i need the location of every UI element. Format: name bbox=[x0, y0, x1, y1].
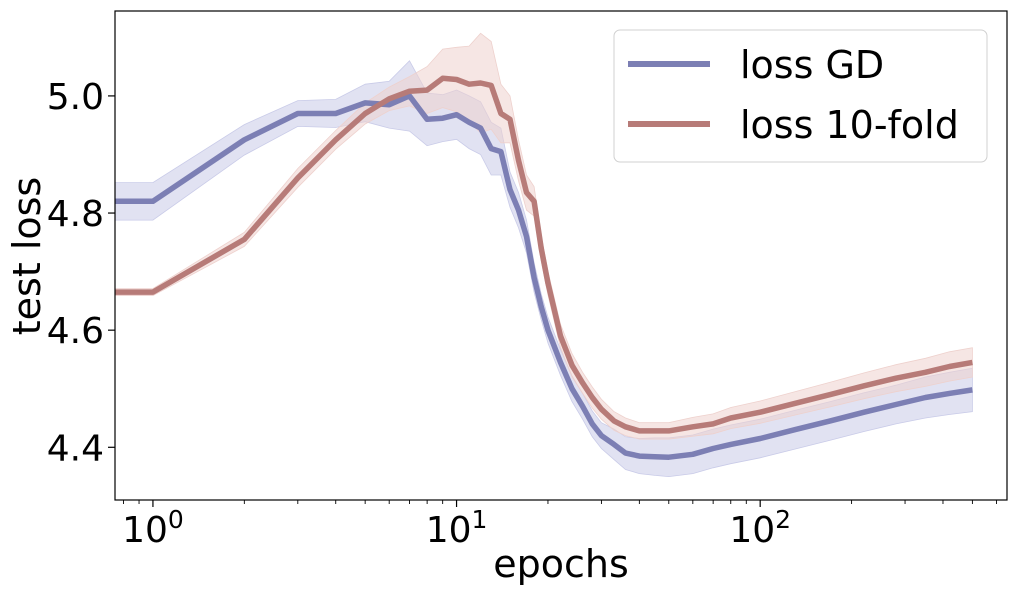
plot-frame bbox=[114, 10, 1008, 501]
y-axis-ticks: 4.4 4.6 4.8 5.0 bbox=[47, 77, 115, 469]
legend-label-loss-gd: loss GD bbox=[740, 43, 884, 87]
x-tick-label: 102 bbox=[729, 505, 791, 551]
y-axis-label: test loss bbox=[5, 177, 49, 335]
x-axis-ticks: 100 101 102 bbox=[122, 500, 997, 551]
y-tick-label: 4.4 bbox=[47, 428, 104, 469]
band-loss-10-fold bbox=[114, 32, 973, 440]
y-tick-label: 4.8 bbox=[47, 194, 104, 235]
x-tick-label: 101 bbox=[426, 505, 488, 551]
legend: loss GD loss 10-fold bbox=[613, 29, 988, 163]
y-tick-label: 4.6 bbox=[47, 311, 104, 352]
confidence-bands bbox=[114, 32, 973, 478]
series-lines bbox=[115, 75, 973, 460]
line-loss-10-fold bbox=[115, 75, 973, 434]
x-tick-label: 100 bbox=[122, 505, 184, 551]
line-loss-gd bbox=[115, 93, 973, 460]
y-tick-label: 5.0 bbox=[47, 77, 104, 118]
legend-label-loss-10-fold: loss 10-fold bbox=[740, 103, 959, 147]
x-axis-label: epochs bbox=[493, 542, 629, 586]
